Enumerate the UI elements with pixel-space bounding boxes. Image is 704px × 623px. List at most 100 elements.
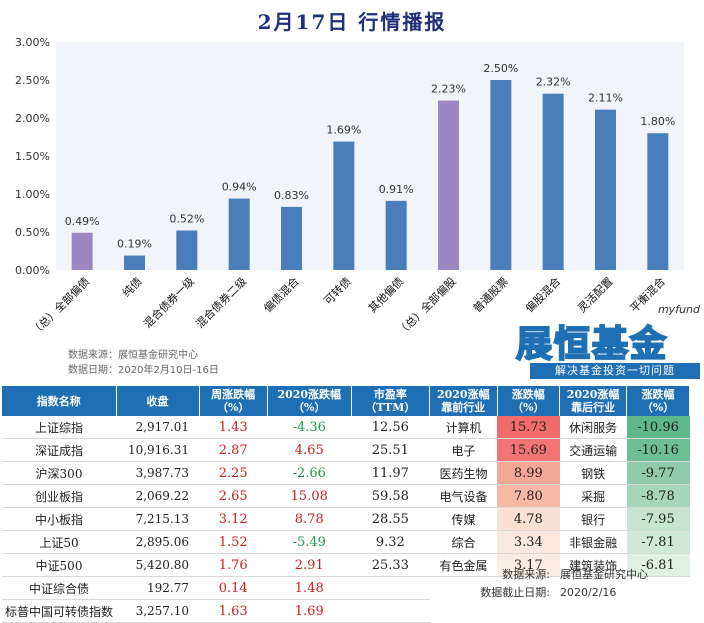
header-pe: 市盈率（TTM）: [351, 386, 431, 416]
top-industry-name: 计算机: [430, 416, 498, 439]
index-week-change: 1.63: [199, 599, 268, 623]
index-pe: 28.55: [351, 507, 430, 531]
bottom-industry-name: 交通运输: [559, 438, 627, 462]
index-table: 指数名称 收盘 周涨跌幅（%） 2020涨跌幅（%） 市盈率（TTM） 上证综指…: [2, 386, 431, 623]
bar-value-label: 2.11%: [588, 92, 623, 105]
top-industry-change: 4.78: [497, 507, 560, 531]
top-industry-name: 传媒: [430, 507, 498, 531]
bar: [124, 255, 145, 270]
logo-main-text: 展恒基金: [515, 322, 669, 366]
index-table-header: 指数名称 收盘 周涨跌幅（%） 2020涨跌幅（%） 市盈率（TTM）: [2, 386, 431, 416]
logo-myfund-text: myfund: [657, 303, 700, 316]
index-row: 上证综指 2,917.01 1.43 -4.36 12.56: [2, 416, 430, 439]
index-pe: 25.51: [351, 438, 430, 462]
industry-row: 有色金属 3.17 建筑装饰 -6.81: [430, 553, 690, 577]
index-pe: 11.97: [351, 461, 430, 485]
bar: [71, 232, 93, 270]
bottom-industry-change: -10.16: [626, 438, 690, 462]
industry-row: 电子 15.69 交通运输 -10.16: [430, 438, 690, 462]
index-close: 3,987.73: [116, 461, 200, 485]
source-label: 数据来源:: [502, 568, 550, 581]
y-tick-label: 1.00%: [15, 188, 50, 201]
index-week-change: 1.43: [199, 416, 268, 439]
bar: [490, 80, 512, 270]
index-week-change: 1.76: [199, 553, 268, 577]
index-pe: 12.56: [351, 416, 430, 439]
header-top-change: 涨跌幅（%）: [497, 386, 561, 416]
plot-area: [56, 42, 684, 270]
industry-row: 传媒 4.78 银行 -7.95: [430, 507, 690, 531]
bar-value-label: 0.91%: [379, 183, 414, 196]
bottom-industry-change: -6.81: [626, 553, 690, 577]
index-name: 上证50: [2, 530, 117, 554]
bar-value-label: 0.49%: [65, 215, 100, 228]
index-close: 5,420.80: [116, 553, 200, 577]
bar-value-label: 1.80%: [640, 115, 675, 128]
index-close: 2,069.22: [116, 484, 200, 508]
bottom-industry-change: -8.78: [626, 484, 690, 508]
index-ytd-change: 2.91: [267, 553, 352, 577]
bottom-industry-change: -7.95: [626, 507, 690, 531]
index-ytd-change: 4.65: [267, 438, 352, 462]
table-date-row: 数据截止日期: 2020/2/16: [430, 584, 690, 602]
bar: [281, 206, 302, 270]
y-tick-label: 3.00%: [15, 36, 50, 49]
bottom-industry-name: 休闲服务: [559, 416, 627, 439]
x-tick-label: （总）全部偏债: [28, 274, 92, 338]
bars: 0.49% 0.19% 0.52% 0.94% 0.83% 1.69% 0.91% 2.23%…: [65, 62, 675, 271]
header-top-industry: 2020涨幅靠前行业: [430, 386, 498, 416]
industry-row: 计算机 15.73 休闲服务 -10.96: [430, 416, 690, 439]
top-industry-change: 15.69: [497, 438, 560, 462]
page-title: 2月17日 行情播报: [257, 10, 447, 34]
x-tick-label: 纯债: [119, 274, 144, 299]
index-ytd-change: 15.08: [267, 484, 352, 508]
index-row: 沪深300 3,987.73 2.25 -2.66 11.97: [2, 461, 430, 485]
bar-value-label: 0.94%: [222, 181, 257, 194]
top-industry-name: 综合: [430, 530, 498, 554]
index-close: 2,917.01: [116, 416, 200, 439]
top-industry-name: 电子: [430, 438, 498, 462]
index-week-change: 1.52: [199, 530, 268, 554]
y-tick-label: 1.50%: [15, 150, 50, 163]
index-close: 10,916.31: [116, 438, 200, 462]
index-ytd-change: 1.48: [267, 576, 352, 600]
index-name: 上证综指: [2, 416, 117, 439]
bottom-industry-name: 钢铁: [559, 461, 627, 485]
header-ytd-change: 2020涨跌幅（%）: [267, 386, 352, 416]
y-tick-label: 0.00%: [15, 264, 50, 277]
index-row: 中证综合债 192.77 0.14 1.48: [2, 576, 430, 600]
index-pe: [351, 576, 430, 600]
header-week-change: 周涨跌幅（%）: [199, 386, 268, 416]
bottom-industry-name: 建筑装饰: [559, 553, 627, 577]
chart-source-line: 数据来源：展恒基金研究中心: [68, 350, 198, 361]
index-name: 沪深300: [2, 461, 117, 485]
x-tick-label: 可转债: [321, 274, 354, 307]
index-pe: 9.32: [351, 530, 430, 554]
bottom-industry-change: -10.96: [626, 416, 690, 439]
index-row: 深证成指 10,916.31 2.87 4.65 25.51: [2, 438, 430, 462]
header-bottom-change: 涨跌幅（%）: [626, 386, 690, 416]
index-name: 中证500: [2, 553, 117, 577]
index-close: 3,257.10: [116, 599, 200, 623]
source-value: 展恒基金研究中心: [560, 568, 648, 581]
x-tick-label: 混合债券一级: [140, 274, 197, 331]
bottom-industry-change: -9.77: [626, 461, 690, 485]
y-tick-label: 2.50%: [15, 74, 50, 87]
index-name: 创业板指: [2, 484, 117, 508]
bar: [595, 109, 616, 270]
date-label: 数据截止日期:: [480, 586, 550, 599]
bar: [228, 198, 250, 270]
index-close: 2,895.06: [116, 530, 200, 554]
x-tick-label: 混合债券二级: [193, 274, 250, 331]
bottom-industry-change: -7.81: [626, 530, 690, 554]
index-week-change: 2.87: [199, 438, 268, 462]
header-bottom-industry: 2020涨幅靠后行业: [559, 386, 628, 416]
index-week-change: 2.65: [199, 484, 268, 508]
bar-value-label: 0.19%: [117, 238, 152, 251]
index-ytd-change: -4.36: [267, 416, 352, 439]
logo-tagline: 解决基金投资一切问题: [530, 363, 700, 379]
x-tick-label: 偏债混合: [261, 274, 302, 315]
index-name: 中证综合债: [2, 576, 117, 600]
bar-value-label: 2.23%: [431, 83, 466, 96]
top-industry-change: 3.17: [497, 553, 560, 577]
